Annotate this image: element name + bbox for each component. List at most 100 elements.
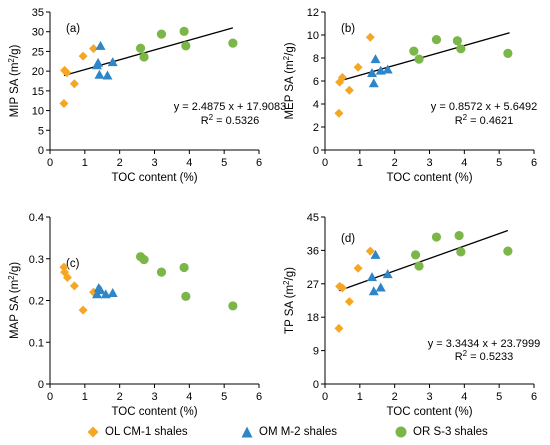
x-axis-label: TOC content (%) <box>111 406 197 418</box>
y-tick-label: 27 <box>307 279 319 291</box>
point-ol-cm1 <box>344 85 354 95</box>
x-tick-label: 5 <box>496 157 502 169</box>
point-or-s3 <box>454 230 464 241</box>
y-tick-label: 10 <box>307 30 319 42</box>
point-ol-cm1 <box>337 283 347 293</box>
y-tick-label: 30 <box>32 27 44 39</box>
legend: OL CM-1 shales OM M-2 shales OR S-3 shal… <box>0 424 550 444</box>
y-tick-label: 36 <box>307 245 319 257</box>
y-tick-label: 6 <box>313 76 319 88</box>
point-or-s3 <box>414 54 424 64</box>
y-tick-label: 0.3 <box>29 254 44 266</box>
x-tick-label: 4 <box>186 157 192 169</box>
point-om-m2 <box>375 282 386 292</box>
point-ol-cm1 <box>334 108 344 118</box>
x-tick-label: 1 <box>82 391 88 403</box>
point-om-m2 <box>94 69 105 79</box>
legend-label-ol-cm1: OL CM-1 shales <box>105 426 188 438</box>
y-axis-label: TP SA (m2/g) <box>282 267 296 334</box>
y-axis-label: MIP SA (m2/g) <box>7 45 21 118</box>
point-om-m2 <box>367 272 378 282</box>
x-tick-label: 3 <box>151 391 157 403</box>
point-or-s3 <box>139 254 149 265</box>
point-om-m2 <box>102 70 113 80</box>
triangle-marker-icon <box>241 426 253 438</box>
y-tick-label: 15 <box>32 86 44 98</box>
point-or-s3 <box>179 26 189 36</box>
trendline-equation: y = 2.4875 x + 17.9083 <box>174 101 287 113</box>
legend-item-or-s3: OR S-3 shales <box>395 426 488 438</box>
point-ol-cm1 <box>353 263 363 273</box>
point-ol-cm1 <box>59 98 69 108</box>
x-tick-label: 5 <box>221 157 227 169</box>
trendline <box>338 32 510 82</box>
point-om-m2 <box>370 249 381 259</box>
y-tick-label: 0.1 <box>29 337 44 349</box>
x-tick-label: 6 <box>256 157 262 169</box>
x-axis-label: TOC content (%) <box>111 172 197 184</box>
point-ol-cm1 <box>78 305 88 315</box>
point-or-s3 <box>228 301 238 311</box>
y-axis-label: MAP SA (m2/g) <box>7 262 21 339</box>
x-tick-label: 5 <box>496 391 502 403</box>
trendline-equation: y = 0.8572 x + 5.6492 <box>431 101 537 113</box>
point-or-s3 <box>181 291 191 301</box>
panel-label: (a) <box>66 23 80 35</box>
x-tick-label: 0 <box>47 157 53 169</box>
point-or-s3 <box>135 43 146 53</box>
point-om-m2 <box>368 286 379 296</box>
y-tick-label: 0 <box>313 145 319 157</box>
circle-marker-icon <box>395 426 407 438</box>
point-ol-cm1 <box>337 73 347 83</box>
point-or-s3 <box>181 41 191 51</box>
x-tick-label: 6 <box>531 391 537 403</box>
x-tick-label: 3 <box>426 391 432 403</box>
y-tick-label: 12 <box>307 7 319 19</box>
diamond-marker-icon <box>87 426 99 438</box>
y-tick-label: 0 <box>313 379 319 391</box>
x-tick-label: 3 <box>426 157 432 169</box>
y-tick-label: 0 <box>38 145 44 157</box>
x-tick-label: 4 <box>461 391 467 403</box>
point-ol-cm1 <box>344 297 354 307</box>
point-ol-cm1 <box>353 62 363 72</box>
panel-label: (b) <box>341 23 355 35</box>
point-ol-cm1 <box>334 323 344 333</box>
point-or-s3 <box>409 46 419 56</box>
point-or-s3 <box>452 36 462 46</box>
x-tick-label: 1 <box>357 391 363 403</box>
y-tick-label: 20 <box>32 66 44 78</box>
point-om-m2 <box>107 57 118 67</box>
x-tick-label: 2 <box>117 391 123 403</box>
x-tick-label: 4 <box>461 157 467 169</box>
trendline <box>63 27 234 77</box>
point-om-m2 <box>100 289 111 299</box>
point-om-m2 <box>95 40 106 50</box>
x-tick-label: 1 <box>82 157 88 169</box>
point-ol-cm1 <box>69 79 79 89</box>
point-ol-cm1 <box>89 44 99 54</box>
point-or-s3 <box>431 35 442 45</box>
x-axis-label: TOC content (%) <box>386 406 472 418</box>
y-tick-label: 4 <box>313 99 319 111</box>
x-tick-label: 3 <box>151 157 157 169</box>
legend-item-ol-cm1: OL CM-1 shales <box>87 426 188 438</box>
x-tick-label: 5 <box>221 391 227 403</box>
point-om-m2 <box>370 54 381 64</box>
y-tick-label: 35 <box>32 7 44 19</box>
x-tick-label: 2 <box>392 157 398 169</box>
point-ol-cm1 <box>62 273 72 283</box>
point-om-m2 <box>382 64 393 74</box>
x-tick-label: 2 <box>117 157 123 169</box>
point-om-m2 <box>93 57 104 67</box>
x-tick-label: 6 <box>256 391 262 403</box>
point-ol-cm1 <box>365 246 375 256</box>
point-om-m2 <box>107 287 118 297</box>
x-tick-label: 0 <box>322 391 328 403</box>
point-or-s3 <box>503 246 513 256</box>
x-axis-label: TOC content (%) <box>386 172 472 184</box>
y-tick-label: 0.4 <box>29 212 44 224</box>
